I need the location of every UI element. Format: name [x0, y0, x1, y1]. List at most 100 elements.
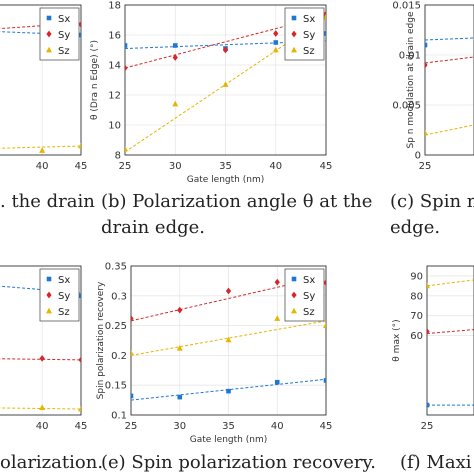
y-tick-label: 80: [410, 291, 423, 302]
x-tick-label: 25: [125, 421, 138, 432]
y-tick-label: 18: [108, 1, 121, 12]
fit-line-sz: [425, 124, 474, 136]
data-point-sz: [78, 142, 81, 149]
data-point-sz: [425, 129, 428, 136]
data-point-sz: [222, 81, 229, 87]
y-tick-label: 90: [410, 271, 423, 282]
data-point-sy: [172, 54, 178, 61]
legend-marker-sx: [46, 276, 52, 282]
x-tick-label: 30: [173, 421, 186, 432]
data-point-sy: [131, 315, 134, 322]
legend: Sx Sy Sz: [39, 268, 80, 322]
plot-frame: [0, 4, 82, 156]
data-point-sy: [425, 61, 428, 69]
x-tick-label: 25: [419, 161, 432, 172]
data-point-sx: [125, 43, 128, 48]
y-tick-label: 0.01: [399, 51, 421, 62]
legend-label-sz: Sz: [58, 46, 70, 57]
legend-label-sy: Sy: [58, 30, 70, 41]
x-tick-label: 35: [222, 421, 235, 432]
caption: (f) Maxi: [400, 452, 472, 473]
data-point-sz: [225, 336, 232, 343]
y-tick-label: 0.25: [105, 321, 127, 332]
legend-marker-sz: [291, 46, 297, 53]
panel-d: 40 45 Sx Sy Sz olarization.: [0, 265, 103, 473]
legend-label-sy: Sy: [303, 30, 315, 41]
data-point-sz: [125, 145, 128, 152]
data-point-sx: [427, 402, 430, 408]
plot-frame: [424, 4, 474, 156]
caption: (e) Spin polarization recovery.: [101, 452, 376, 473]
data-point-sz: [172, 100, 179, 107]
legend-label-sy: Sy: [303, 291, 315, 302]
data-point-sy: [78, 21, 81, 28]
legend-label-sx: Sx: [58, 275, 70, 286]
y-tick-label: 0.2: [111, 351, 127, 362]
x-tick-label: 25: [421, 421, 434, 432]
x-tick-label: 45: [75, 421, 88, 432]
caption: olarization.: [0, 452, 103, 473]
y-tick-label: 0.015: [392, 1, 421, 12]
fit-line-sx: [131, 378, 326, 401]
x-tick-label: 35: [219, 161, 232, 172]
legend-marker-sy: [46, 291, 52, 299]
panel-a: 40 45 Sx Sy Sz . the drain: [0, 4, 95, 212]
data-point-sx: [274, 379, 280, 385]
data-point-sx: [78, 32, 81, 38]
y-tick-label: 70: [410, 311, 423, 322]
x-axis-label: Gate length (nm): [190, 435, 267, 445]
legend-label-sz: Sz: [303, 307, 315, 318]
legend-label-sz: Sz: [303, 46, 315, 57]
y-tick-label: 0.1: [111, 411, 127, 422]
data-point-sy: [225, 287, 232, 295]
data-point-sy: [125, 64, 128, 72]
caption: drain edge.: [101, 217, 205, 238]
legend-label-sx: Sx: [58, 14, 70, 25]
x-tick-label: 25: [119, 161, 132, 172]
data-point-sz: [78, 405, 81, 412]
x-axis-label: Gate length (nm): [187, 175, 264, 185]
legend-marker-sx: [46, 15, 52, 21]
plot-frame: [0, 265, 82, 416]
caption: edge.: [390, 217, 440, 238]
data-point-sx: [323, 378, 326, 383]
data-point-sx: [425, 42, 428, 48]
data-point-sz: [131, 349, 134, 356]
y-tick-label: 60: [410, 331, 423, 342]
data-point-sx: [323, 31, 326, 36]
y-tick-label: 16: [108, 31, 121, 42]
data-point-sy: [177, 306, 183, 314]
fit-line-sz: [427, 279, 474, 287]
legend: Sx Sy Sz: [284, 7, 325, 61]
panel-f: 25 60 70 80 90 θ max (°) (f) Maxi: [392, 265, 474, 473]
data-point-sz: [427, 282, 430, 289]
panel-b: 25 30 35 40 45 8 10 12 14 16 18 Gate length (nm) θ (…: [90, 1, 372, 239]
data-point-sx: [131, 393, 134, 399]
x-tick-label: 45: [320, 161, 333, 172]
legend-marker-sx: [291, 276, 297, 282]
legend-label-sz: Sz: [58, 307, 70, 318]
data-point-sy: [222, 46, 229, 54]
y-tick-label: 8: [115, 151, 121, 162]
legend-label-sy: Sy: [58, 291, 70, 302]
plot-area: [425, 37, 474, 136]
data-point-sy: [427, 328, 430, 335]
x-tick-label: 40: [36, 421, 49, 432]
plot-frame: [130, 265, 327, 416]
legend-marker-sz: [291, 307, 297, 314]
y-tick-label: 0.005: [392, 101, 421, 112]
data-point-sy: [78, 356, 81, 364]
y-tick-label: 0.15: [105, 381, 127, 392]
y-tick-label: 10: [108, 121, 121, 132]
y-tick-label: 0: [415, 151, 421, 162]
legend: Sx Sy Sz: [284, 268, 325, 322]
data-point-sy: [274, 278, 280, 286]
plot-frame: [426, 265, 474, 416]
x-tick-label: 45: [75, 161, 88, 172]
fit-line-sx: [425, 37, 474, 41]
data-point-sz: [274, 315, 281, 321]
caption: . the drain: [0, 191, 95, 212]
x-tick-label: 40: [269, 161, 282, 172]
